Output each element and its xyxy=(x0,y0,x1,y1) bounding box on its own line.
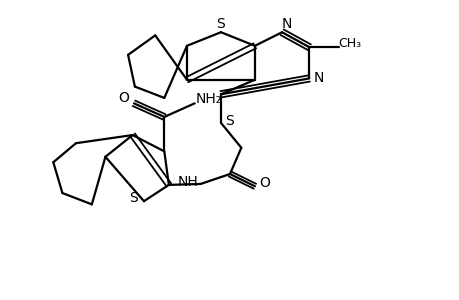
Text: S: S xyxy=(216,17,225,31)
Text: S: S xyxy=(129,190,138,205)
Text: N: N xyxy=(313,71,323,85)
Text: S: S xyxy=(225,114,234,128)
Text: NH: NH xyxy=(177,175,198,189)
Text: N: N xyxy=(281,17,291,31)
Text: NH₂: NH₂ xyxy=(196,92,222,106)
Text: O: O xyxy=(259,176,270,190)
Text: CH₃: CH₃ xyxy=(338,37,361,50)
Text: O: O xyxy=(118,91,129,105)
